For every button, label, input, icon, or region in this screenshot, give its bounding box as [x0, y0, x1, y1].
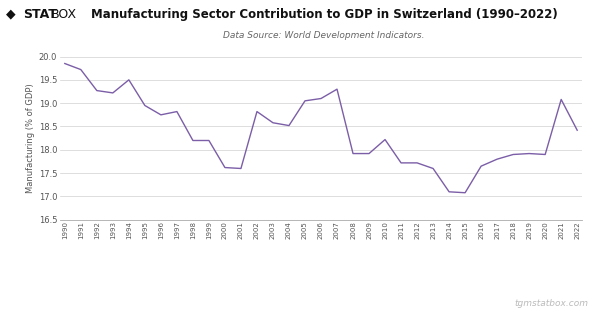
- Text: Manufacturing Sector Contribution to GDP in Switzerland (1990–2022): Manufacturing Sector Contribution to GDP…: [91, 8, 557, 21]
- Text: tgmstatbox.com: tgmstatbox.com: [514, 299, 588, 308]
- Text: BOX: BOX: [51, 8, 77, 21]
- Text: ◆: ◆: [6, 8, 16, 21]
- Text: Data Source: World Development Indicators.: Data Source: World Development Indicator…: [223, 31, 425, 41]
- Y-axis label: Manufacturing (% of GDP): Manufacturing (% of GDP): [26, 83, 35, 193]
- Text: STAT: STAT: [23, 8, 56, 21]
